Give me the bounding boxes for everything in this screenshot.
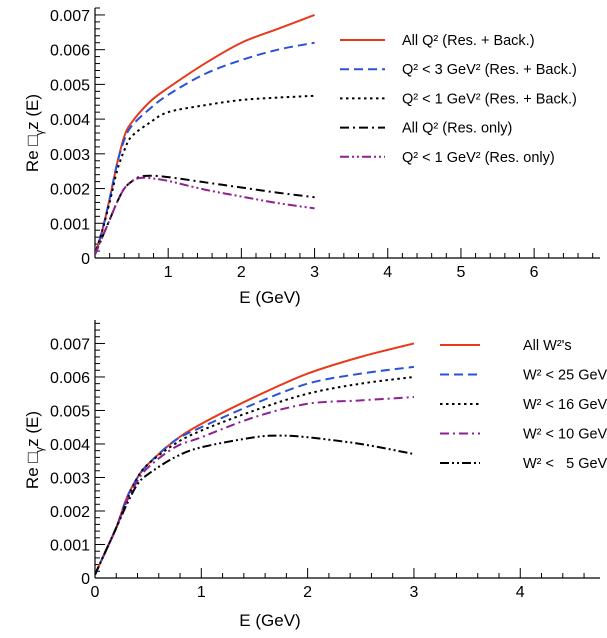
- x-tick-label: 4: [383, 264, 392, 281]
- series-line-2: [95, 41, 315, 255]
- x-tick-label: 3: [409, 584, 418, 601]
- y-tick-label: 0.004: [50, 112, 90, 129]
- legend-label-1: All Q² (Res. + Back.): [402, 33, 535, 49]
- y-tick-label: 0.002: [50, 504, 90, 521]
- legend-label-3: W² < 16 GeV²: [523, 397, 607, 413]
- x-tick-label: 2: [237, 264, 246, 281]
- x-tick-label: 4: [516, 584, 525, 601]
- x-tick-label: 6: [530, 264, 539, 281]
- series-line-3: [95, 375, 415, 576]
- y-tick-label: 0.002: [50, 182, 90, 199]
- legend-label-4: All Q² (Res. only): [402, 121, 512, 137]
- series-line-5: [95, 176, 315, 255]
- y-tick-label: 0.001: [50, 537, 90, 554]
- legend-label-5: W² < 5 GeV²: [523, 456, 607, 472]
- series-line-1: [95, 342, 415, 576]
- x-tick-label: 1: [197, 584, 206, 601]
- series-line-4: [95, 396, 415, 576]
- legend-label-4: W² < 10 GeV²: [523, 427, 607, 443]
- legend-label-2: W² < 25 GeV²: [523, 368, 607, 384]
- series-line-1: [95, 14, 315, 255]
- x-tick-label: 2: [303, 584, 312, 601]
- y-axis-label: Re □γz (E): [23, 411, 46, 489]
- series-line-3: [95, 94, 315, 255]
- top-chart-panel: 1 2 3 4 5 6 0 0.001 0.002 0.003 0.004 0.005 0.006 0.0…: [23, 7, 600, 307]
- y-tick-label: 0.007: [50, 336, 90, 353]
- y-tick-label: 0.003: [50, 147, 90, 164]
- y-tick-label: 0.003: [50, 470, 90, 487]
- legend-label-2: Q² < 3 GeV² (Res. + Back.): [402, 62, 577, 78]
- y-axis-label: Re □γz (E): [23, 94, 46, 172]
- y-tick-label: 0.004: [50, 437, 90, 454]
- y-tick-label: 0.005: [50, 403, 90, 420]
- bottom-chart-panel: 0 1 2 3 4 0 0.001 0.002 0.003 0.004 0.005 0.006 0.00…: [23, 320, 607, 630]
- series-line-5: [95, 434, 415, 576]
- x-tick-label: 0: [91, 584, 100, 601]
- y-tick-label: 0.007: [50, 8, 90, 25]
- legend-label-1: All W²'s: [523, 338, 572, 354]
- y-tick-label: 0.006: [50, 370, 90, 387]
- y-tick-label: 0.005: [50, 77, 90, 94]
- y-tick-label: 0: [81, 251, 90, 268]
- series-line-4: [95, 174, 315, 255]
- x-tick-label: 5: [456, 264, 465, 281]
- y-tick-label: 0: [81, 571, 90, 588]
- x-tick-label: 1: [164, 264, 173, 281]
- x-axis-label: E (GeV): [239, 611, 300, 630]
- x-tick-label: 3: [310, 264, 319, 281]
- y-tick-label: 0.006: [50, 43, 90, 60]
- y-tick-label: 0.001: [50, 216, 90, 233]
- legend-label-5: Q² < 1 GeV² (Res. only): [402, 150, 555, 166]
- legend-label-3: Q² < 1 GeV² (Res. + Back.): [402, 91, 577, 107]
- x-axis-label: E (GeV): [239, 288, 300, 307]
